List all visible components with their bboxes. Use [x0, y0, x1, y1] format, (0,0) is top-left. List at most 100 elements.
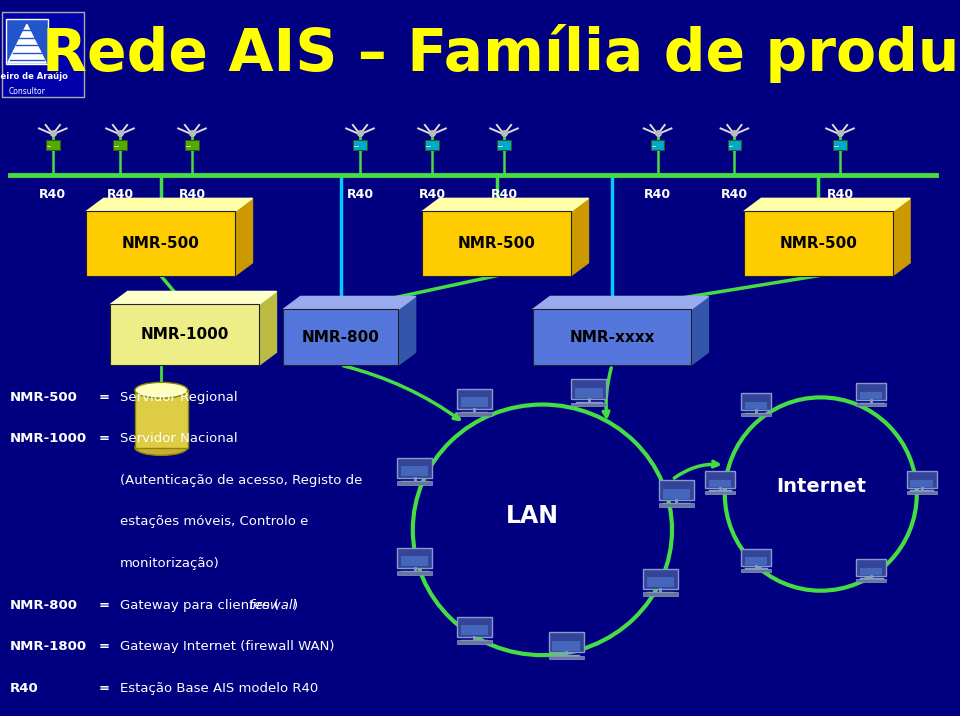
- Text: NMR-500: NMR-500: [122, 236, 200, 251]
- Text: =: =: [98, 682, 109, 695]
- FancyBboxPatch shape: [745, 402, 767, 409]
- Text: firewall: firewall: [248, 599, 297, 611]
- FancyBboxPatch shape: [741, 569, 771, 572]
- Polygon shape: [422, 198, 588, 211]
- Text: NMR-800: NMR-800: [10, 599, 78, 611]
- Text: NMR-1000: NMR-1000: [140, 327, 229, 342]
- Text: NMR-500: NMR-500: [10, 391, 78, 404]
- FancyBboxPatch shape: [457, 616, 492, 637]
- Text: Estação Base AIS modelo R40: Estação Base AIS modelo R40: [120, 682, 319, 695]
- FancyBboxPatch shape: [86, 211, 235, 276]
- Text: Gateway Internet (firewall WAN): Gateway Internet (firewall WAN): [120, 640, 334, 653]
- FancyBboxPatch shape: [856, 403, 886, 406]
- FancyBboxPatch shape: [705, 471, 735, 488]
- Text: =: =: [98, 599, 109, 611]
- FancyBboxPatch shape: [856, 579, 886, 582]
- Text: NMR-xxxx: NMR-xxxx: [569, 330, 655, 344]
- FancyBboxPatch shape: [741, 413, 771, 416]
- FancyBboxPatch shape: [497, 140, 511, 150]
- FancyBboxPatch shape: [457, 640, 492, 644]
- Text: =: =: [98, 432, 109, 445]
- Polygon shape: [893, 198, 910, 276]
- FancyBboxPatch shape: [461, 625, 488, 635]
- FancyBboxPatch shape: [110, 304, 259, 365]
- FancyBboxPatch shape: [651, 140, 664, 150]
- Text: NMR-500: NMR-500: [780, 236, 857, 251]
- FancyBboxPatch shape: [575, 388, 603, 398]
- FancyBboxPatch shape: [906, 491, 937, 494]
- Polygon shape: [259, 291, 276, 365]
- FancyBboxPatch shape: [571, 379, 607, 400]
- Polygon shape: [8, 24, 46, 63]
- FancyBboxPatch shape: [744, 211, 893, 276]
- FancyBboxPatch shape: [705, 491, 735, 494]
- FancyBboxPatch shape: [741, 393, 771, 410]
- FancyBboxPatch shape: [457, 389, 492, 409]
- Text: R40: R40: [107, 188, 133, 201]
- Text: R40: R40: [644, 188, 671, 201]
- FancyBboxPatch shape: [548, 632, 584, 652]
- FancyBboxPatch shape: [745, 558, 767, 565]
- FancyBboxPatch shape: [533, 309, 691, 365]
- FancyBboxPatch shape: [860, 568, 882, 575]
- Text: estações móveis, Controlo e: estações móveis, Controlo e: [120, 516, 308, 528]
- Text: Servidor Nacional: Servidor Nacional: [120, 432, 238, 445]
- Text: Rede AIS – Família de produtos: Rede AIS – Família de produtos: [42, 24, 960, 83]
- Ellipse shape: [134, 440, 188, 455]
- Polygon shape: [571, 198, 588, 276]
- FancyBboxPatch shape: [856, 558, 886, 576]
- Polygon shape: [533, 296, 708, 309]
- Text: ): ): [293, 599, 298, 611]
- Text: R40: R40: [347, 188, 373, 201]
- FancyBboxPatch shape: [185, 140, 199, 150]
- FancyBboxPatch shape: [571, 402, 607, 406]
- FancyBboxPatch shape: [728, 140, 741, 150]
- Text: monitorização): monitorização): [120, 557, 220, 570]
- Polygon shape: [283, 296, 416, 309]
- FancyBboxPatch shape: [659, 480, 694, 500]
- Text: Consultor: Consultor: [9, 87, 45, 96]
- FancyBboxPatch shape: [397, 571, 432, 575]
- FancyBboxPatch shape: [647, 577, 674, 587]
- Polygon shape: [744, 198, 910, 211]
- FancyBboxPatch shape: [397, 458, 432, 478]
- Polygon shape: [86, 198, 252, 211]
- Text: R40: R40: [179, 188, 205, 201]
- FancyBboxPatch shape: [910, 480, 933, 487]
- FancyBboxPatch shape: [2, 12, 84, 97]
- FancyBboxPatch shape: [643, 569, 678, 589]
- Polygon shape: [398, 296, 416, 365]
- FancyBboxPatch shape: [741, 548, 771, 566]
- Text: R40: R40: [39, 188, 66, 201]
- Text: Gateway para clientes (: Gateway para clientes (: [120, 599, 278, 611]
- Text: NMR-800: NMR-800: [301, 330, 380, 344]
- FancyBboxPatch shape: [46, 140, 60, 150]
- Text: R40: R40: [721, 188, 748, 201]
- Text: =: =: [98, 391, 109, 404]
- FancyBboxPatch shape: [422, 211, 571, 276]
- Text: NMR-1800: NMR-1800: [10, 640, 86, 653]
- FancyBboxPatch shape: [659, 503, 694, 507]
- FancyBboxPatch shape: [113, 140, 127, 150]
- Polygon shape: [235, 198, 252, 276]
- FancyBboxPatch shape: [6, 19, 48, 64]
- Polygon shape: [691, 296, 708, 365]
- Ellipse shape: [134, 382, 188, 398]
- FancyBboxPatch shape: [662, 488, 690, 498]
- Text: NMR-1000: NMR-1000: [10, 432, 86, 445]
- FancyBboxPatch shape: [856, 383, 886, 400]
- FancyBboxPatch shape: [548, 656, 584, 659]
- Text: R40: R40: [827, 188, 853, 201]
- Text: (Autenticação de acesso, Registo de: (Autenticação de acesso, Registo de: [120, 474, 362, 487]
- Text: =: =: [98, 640, 109, 653]
- FancyBboxPatch shape: [860, 392, 882, 399]
- Polygon shape: [110, 291, 276, 304]
- Text: R40: R40: [10, 682, 38, 695]
- FancyBboxPatch shape: [906, 471, 937, 488]
- Text: R40: R40: [491, 188, 517, 201]
- Text: LAN: LAN: [506, 503, 560, 528]
- FancyBboxPatch shape: [643, 592, 678, 596]
- Text: R40: R40: [419, 188, 445, 201]
- FancyBboxPatch shape: [708, 480, 732, 487]
- FancyBboxPatch shape: [461, 397, 488, 407]
